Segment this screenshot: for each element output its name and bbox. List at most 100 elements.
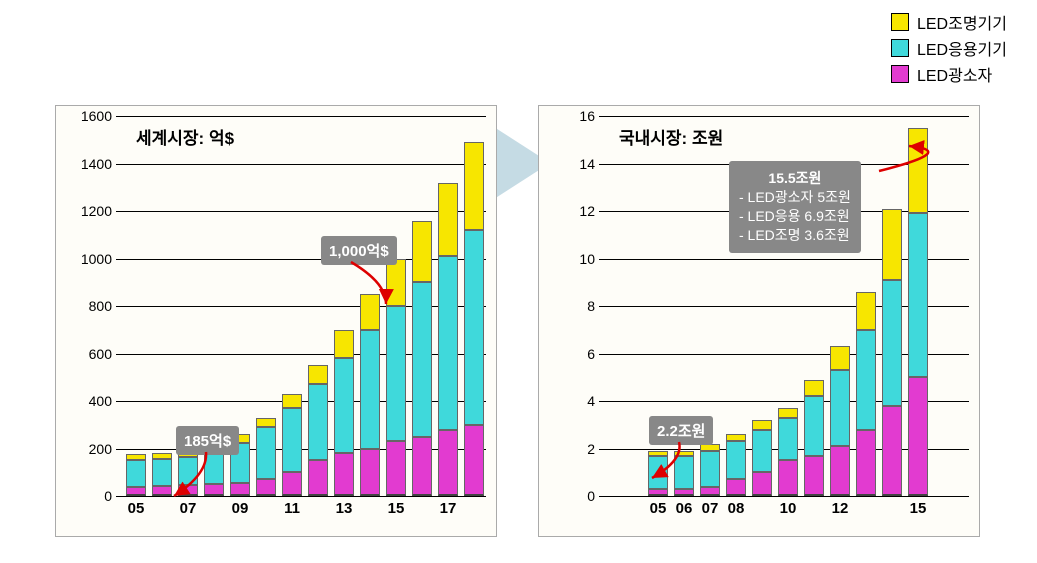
y-tick-label: 12 [579,203,595,219]
bar-segment-lighting [674,451,694,456]
bar-segment-application [256,427,276,479]
x-tick-label: 07 [180,500,197,517]
legend-label-lighting: LED조명기기 [917,10,1007,34]
bar-segment-device [412,437,432,496]
y-tick-label: 1600 [81,108,112,124]
y-tick-label: 16 [579,108,595,124]
bar-segment-device [230,483,250,496]
bar-segment-application [726,441,746,479]
bar-segment-application [178,457,198,486]
legend-label-application: LED응용기기 [917,36,1007,60]
bar-segment-lighting [360,294,380,330]
bar-segment-device [464,425,484,496]
detail-callout: 15.5조원- LED광소자 5조원- LED응용 6.9조원- LED조명 3… [729,161,861,253]
bar-segment-device [152,486,172,496]
bar-segment-device [282,472,302,496]
bar-segment-application [908,213,928,377]
x-tick-label: 09 [232,500,249,517]
legend-item-lighting: LED조명기기 [891,10,1007,34]
bar-segment-device [204,484,224,496]
y-tick-label: 800 [89,298,112,314]
detail-callout-title: 15.5조원 [739,169,851,188]
bar-segment-lighting [882,209,902,280]
chart-title: 세계시장: 억$ [136,124,234,149]
bar-segment-lighting [908,128,928,214]
legend-item-application: LED응용기기 [891,36,1007,60]
y-tick-label: 400 [89,393,112,409]
y-tick-label: 1400 [81,156,112,172]
bar-segment-device [830,446,850,496]
legend-swatch-device [891,65,909,83]
x-tick-label: 15 [910,500,927,517]
legend-swatch-application [891,39,909,57]
bar-segment-lighting [438,183,458,257]
y-tick-label: 4 [587,393,595,409]
bar-group [282,116,302,496]
bar-segment-device [700,487,720,497]
bar-segment-application [882,280,902,406]
bar-segment-lighting [804,380,824,397]
bar-segment-application [438,256,458,429]
bar-segment-lighting [648,451,668,456]
bar-segment-device [778,460,798,496]
bar-segment-lighting [726,434,746,441]
bar-segment-application [674,456,694,489]
bar-segment-application [830,370,850,446]
bar-group [256,116,276,496]
bar-segment-lighting [282,394,302,408]
bar-group [464,116,484,496]
domestic-xaxis: 05060708101215 [599,496,969,536]
bar-segment-lighting [778,408,798,418]
bar-segment-device [126,487,146,497]
bar-group [334,116,354,496]
x-tick-label: 08 [728,500,745,517]
y-tick-label: 2 [587,441,595,457]
page-root: TTPA LED조명기기 LED응용기기 LED광소자 020040060080… [0,0,1037,563]
bar-segment-lighting [830,346,850,370]
bar-segment-application [360,330,380,449]
bar-segment-application [386,306,406,441]
bar-segment-application [778,418,798,461]
bar-group [908,116,928,496]
callout: 185억$ [176,426,239,455]
bar-segment-device [674,489,694,496]
bar-segment-device [648,489,668,496]
bar-segment-device [386,441,406,496]
bar-segment-device [360,449,380,497]
bar-segment-application [334,358,354,453]
bar-segment-device [438,430,458,497]
bar-segment-device [804,456,824,496]
callout: 2.2조원 [649,416,713,445]
bar-segment-lighting [752,420,772,430]
bar-segment-device [256,479,276,496]
bar-segment-application [204,453,224,484]
legend: LED조명기기 LED응용기기 LED광소자 [891,8,1007,88]
x-tick-label: 05 [128,500,145,517]
bar-segment-application [152,459,172,486]
bar-segment-device [726,479,746,496]
bar-group [438,116,458,496]
y-tick-label: 0 [104,488,112,504]
x-tick-label: 11 [284,500,300,517]
y-tick-label: 600 [89,346,112,362]
bar-segment-device [856,430,876,497]
bar-group [126,116,146,496]
bar-segment-lighting [126,454,146,460]
x-tick-label: 13 [336,500,353,517]
x-tick-label: 05 [650,500,667,517]
bar-segment-device [908,377,928,496]
bar-segment-lighting [856,292,876,330]
bar-group [386,116,406,496]
y-tick-label: 10 [579,251,595,267]
callout: 1,000억$ [321,236,397,265]
legend-swatch-lighting [891,13,909,31]
bar-segment-device [308,460,328,496]
bar-group [308,116,328,496]
bar-segment-application [308,384,328,460]
x-tick-label: 10 [780,500,797,517]
y-tick-label: 1200 [81,203,112,219]
bar-segment-lighting [334,330,354,359]
bar-group [412,116,432,496]
y-tick-label: 1000 [81,251,112,267]
y-tick-label: 0 [587,488,595,504]
